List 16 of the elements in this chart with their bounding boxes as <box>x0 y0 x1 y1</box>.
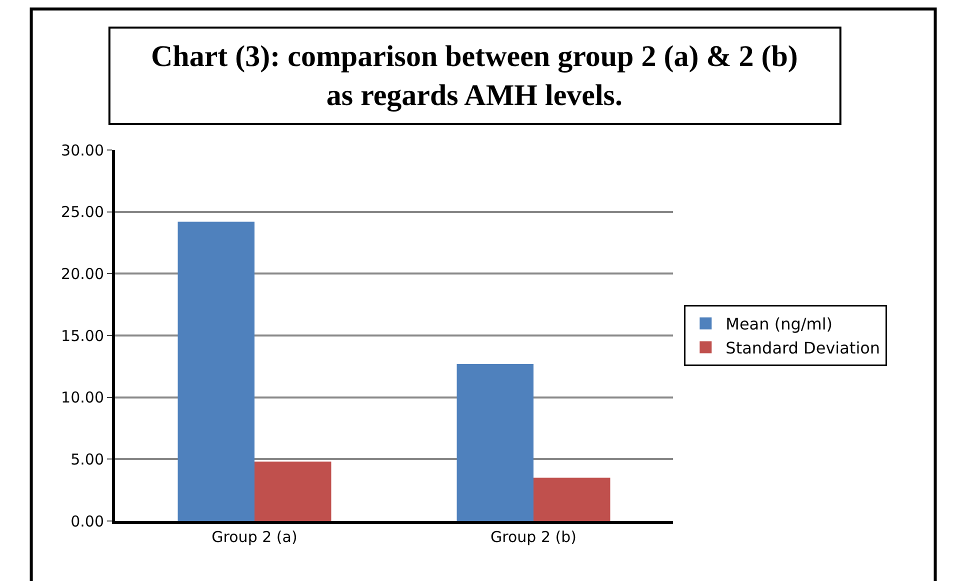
y-tick-label: 25.00 <box>61 203 104 222</box>
y-tick-label: 10.00 <box>61 388 104 407</box>
legend-label: Mean (ng/ml) <box>726 314 833 334</box>
y-tick-label: 0.00 <box>70 512 104 530</box>
x-tick-label: Group 2 (b) <box>490 528 576 546</box>
legend-label: Standard Deviation <box>726 338 880 358</box>
y-tick-label: 30.00 <box>61 141 104 160</box>
y-tick-label: 20.00 <box>61 264 104 283</box>
y-tick-label: 5.00 <box>70 450 104 468</box>
x-tick-label: Group 2 (a) <box>212 528 298 546</box>
bar <box>456 364 534 521</box>
y-tick-label: 15.00 <box>61 326 104 345</box>
bar <box>534 478 610 521</box>
bar <box>178 222 254 521</box>
chart-title: Chart (3): comparison between group 2 (a) & 2 (b) as regards AMH levels. <box>151 40 798 112</box>
bar <box>254 462 332 521</box>
